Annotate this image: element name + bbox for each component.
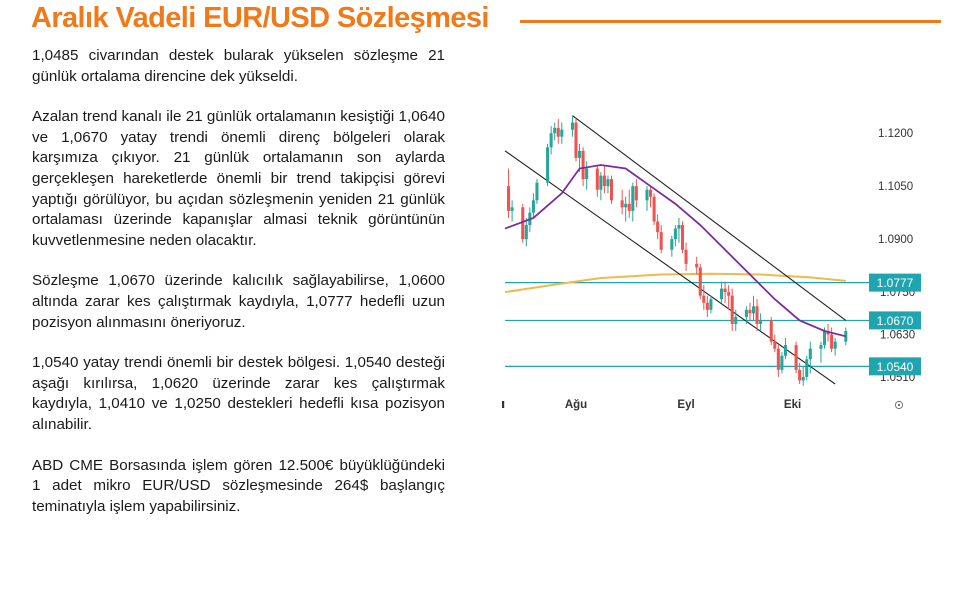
candle-body-14 (578, 150, 582, 158)
candle-body-65 (830, 334, 834, 349)
x-tick-label-1: Eyl (677, 399, 694, 411)
candle-body-30 (656, 221, 660, 233)
candle-body-43 (723, 288, 727, 293)
y-tick-label-2: 1.0900 (878, 234, 913, 246)
candle-body-41 (709, 299, 713, 310)
candle-body-19 (602, 175, 606, 187)
candle-body-58 (798, 369, 802, 381)
candle-body-16 (585, 168, 589, 180)
candle-body-57 (794, 345, 798, 370)
x-axis-partial-tick (502, 401, 505, 408)
candle-body-8 (549, 133, 553, 148)
paragraph-5: ABD CME Borsasında işlem gören 12.500€ b… (32, 456, 445, 515)
candle-body-9 (553, 127, 557, 134)
paragraph-3: Sözleşme 1,0670 üzerinde kalıcılık sağla… (32, 272, 445, 331)
candle-body-60 (805, 359, 809, 377)
candle-body-46 (734, 316, 738, 324)
candle-body-29 (652, 196, 656, 222)
candle-body-42 (720, 288, 724, 300)
candle-body-2 (521, 207, 525, 240)
candle-body-21 (609, 179, 614, 201)
candle-body-13 (574, 122, 578, 158)
ma21-line (504, 164, 847, 338)
candle-body-50 (755, 306, 759, 324)
candle-body-44 (727, 292, 731, 296)
x-tick-label-0: Ağu (565, 399, 587, 411)
candle-body-28 (649, 189, 653, 197)
y-tick-label-0: 1.1200 (878, 128, 913, 140)
candle-body-20 (606, 179, 610, 187)
candle-body-35 (680, 225, 685, 250)
level-label-2: 1.0540 (877, 360, 914, 374)
candle-body-61 (808, 348, 812, 360)
candle-body-34 (677, 225, 681, 229)
candle-body-48 (748, 309, 752, 314)
paragraph-4: 1,0540 yatay trendi önemli bir destek bö… (32, 354, 445, 433)
candle-body-3 (524, 225, 528, 240)
candle-body-7 (546, 147, 550, 183)
candle-body-22 (620, 200, 624, 208)
settings-icon (894, 400, 904, 410)
settings-icon-center (897, 403, 901, 407)
candle-body-12 (570, 122, 574, 130)
candle-body-38 (698, 267, 702, 296)
candle-body-31 (659, 232, 663, 250)
candle-body-36 (684, 249, 688, 264)
y-tick-label-1: 1.1050 (878, 181, 913, 193)
candle-body-18 (599, 175, 603, 190)
candle-body-62 (819, 345, 823, 349)
long-ma-line (504, 272, 846, 294)
candle-body-45 (730, 295, 734, 324)
trend-channel-upper (572, 115, 847, 321)
candle-body-11 (560, 129, 564, 137)
candle-body-25 (631, 186, 635, 211)
candle-body-27 (645, 189, 649, 201)
candle-body-23 (624, 203, 628, 208)
candle-body-67 (844, 331, 848, 342)
candle-body-0 (507, 186, 511, 211)
candle-body-39 (702, 295, 706, 303)
candle-body-6 (535, 182, 539, 201)
candle-body-53 (773, 341, 777, 349)
page-title: Aralık Vadeli EUR/USD Sözleşmesi (31, 2, 489, 34)
candle-body-54 (776, 348, 780, 370)
candle-body-49 (751, 306, 756, 314)
level-label-1: 1.0670 (877, 314, 914, 328)
paragraph-2: Azalan trend kanalı ile 21 günlük ortala… (32, 108, 445, 249)
candle-body-37 (695, 263, 699, 268)
candle-body-32 (670, 239, 674, 250)
candle-body-10 (556, 127, 560, 137)
candle-body-55 (780, 355, 784, 370)
candle-body-26 (634, 186, 638, 201)
candle-body-40 (705, 302, 709, 310)
eurusd-candlestick-chart: 1.07501.06301.05101.12001.10501.09001.07… (502, 115, 921, 411)
level-label-0: 1.0777 (877, 276, 914, 290)
candle-body-15 (581, 150, 585, 180)
article-body: 1,0485 civarından destek bularak yüksele… (32, 46, 445, 517)
candle-body-63 (822, 331, 827, 346)
x-tick-label-2: Eki (784, 399, 801, 411)
candle-body-1 (510, 207, 514, 211)
trend-channel-lower (504, 150, 836, 385)
candle-body-47 (744, 309, 748, 317)
candle-body-33 (673, 228, 677, 240)
title-divider (520, 20, 941, 23)
y-tick-partial-1: 1.0630 (880, 330, 915, 342)
candle-body-66 (833, 341, 837, 349)
candle-body-5 (531, 200, 535, 213)
candle-body-17 (595, 168, 599, 190)
candle-body-24 (627, 203, 631, 211)
paragraph-1: 1,0485 civarından destek bularak yüksele… (32, 47, 445, 85)
candle-body-56 (783, 345, 787, 356)
level-box-1 (869, 311, 921, 330)
candle-body-51 (759, 320, 763, 324)
level-box-0 (869, 273, 921, 292)
candle-body-52 (769, 320, 773, 342)
candle-body-59 (801, 376, 805, 381)
level-box-2 (869, 357, 921, 376)
